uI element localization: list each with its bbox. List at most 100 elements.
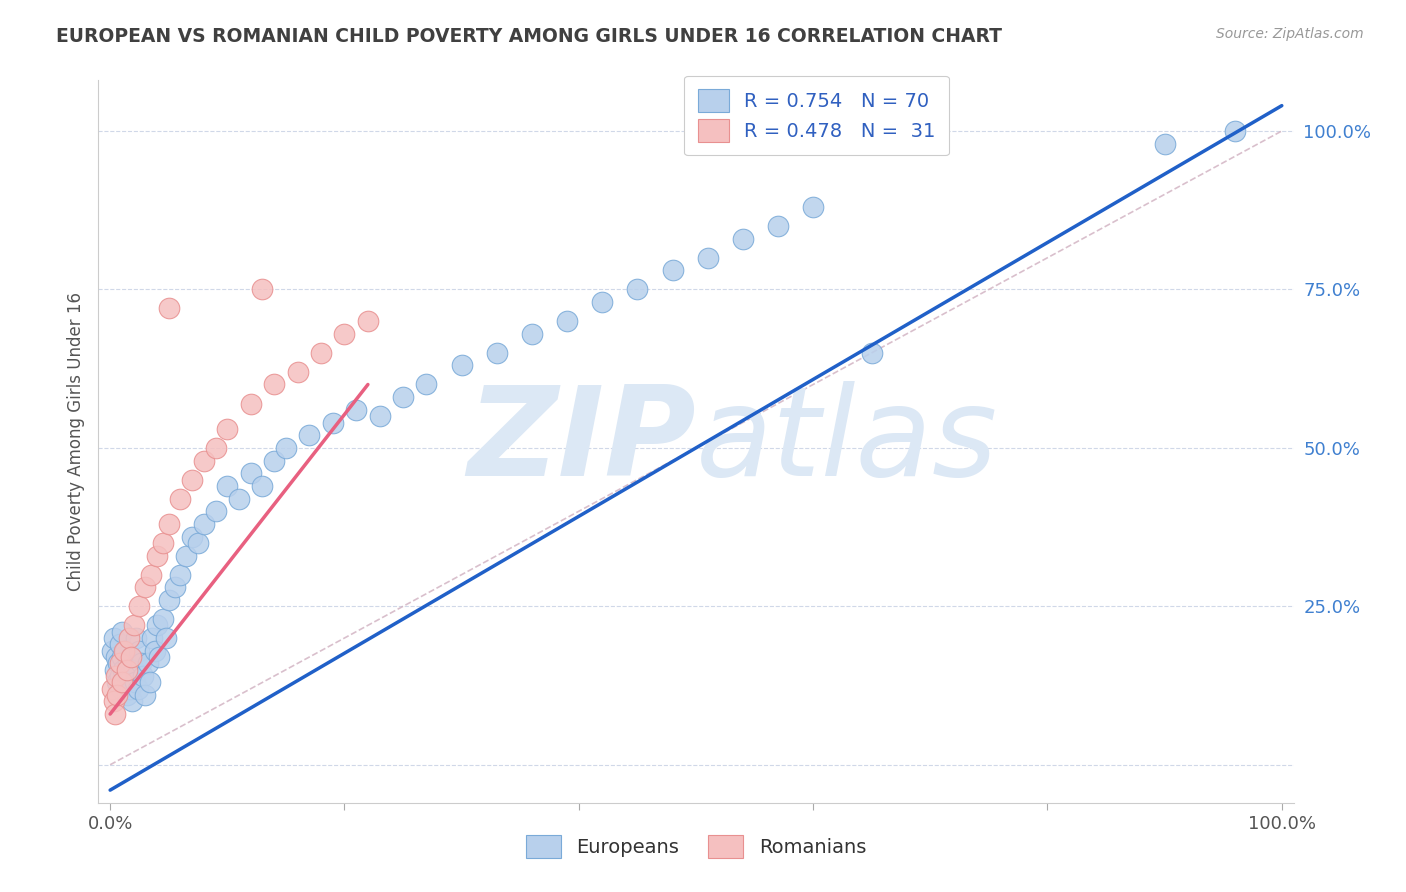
Point: [143, 643, 166, 657]
Point: [103, 631, 125, 645]
Point: [122, 663, 145, 677]
Point: [217, 479, 239, 493]
Point: [136, 657, 159, 671]
Point: [801, 200, 824, 214]
Point: [239, 396, 262, 410]
Point: [108, 669, 131, 683]
Point: [1223, 124, 1246, 138]
Point: [181, 473, 204, 487]
Point: [152, 536, 174, 550]
Point: [139, 675, 162, 690]
Point: [860, 346, 883, 360]
Point: [120, 650, 142, 665]
Point: [117, 657, 139, 671]
Point: [520, 326, 543, 341]
Point: [120, 681, 141, 696]
Point: [132, 669, 155, 683]
Point: [169, 491, 191, 506]
Point: [112, 663, 135, 677]
Point: [134, 580, 156, 594]
Point: [1153, 136, 1175, 151]
Point: [415, 377, 437, 392]
Point: [122, 618, 145, 632]
Text: atlas: atlas: [696, 381, 998, 502]
Point: [105, 675, 128, 690]
Point: [157, 301, 180, 316]
Point: [112, 675, 135, 690]
Point: [309, 346, 332, 360]
Point: [141, 631, 163, 645]
Point: [125, 631, 148, 645]
Point: [155, 631, 177, 645]
Point: [661, 263, 683, 277]
Point: [148, 650, 170, 665]
Point: [163, 580, 186, 594]
Point: [146, 618, 169, 632]
Point: [105, 688, 128, 702]
Text: Source: ZipAtlas.com: Source: ZipAtlas.com: [1216, 27, 1364, 41]
Point: [193, 453, 215, 467]
Point: [118, 631, 141, 645]
Point: [287, 365, 309, 379]
Point: [263, 453, 285, 467]
Point: [104, 663, 127, 677]
Text: ZIP: ZIP: [467, 381, 696, 502]
Point: [157, 593, 180, 607]
Point: [152, 612, 174, 626]
Point: [344, 402, 367, 417]
Point: [204, 441, 226, 455]
Point: [128, 599, 150, 614]
Text: EUROPEAN VS ROMANIAN CHILD POVERTY AMONG GIRLS UNDER 16 CORRELATION CHART: EUROPEAN VS ROMANIAN CHILD POVERTY AMONG…: [56, 27, 1002, 45]
Point: [322, 416, 344, 430]
Point: [626, 282, 648, 296]
Point: [591, 295, 613, 310]
Point: [169, 567, 191, 582]
Point: [392, 390, 415, 404]
Point: [110, 681, 132, 696]
Point: [252, 282, 274, 296]
Point: [104, 707, 127, 722]
Point: [252, 479, 274, 493]
Point: [127, 681, 149, 696]
Point: [368, 409, 391, 424]
Point: [274, 441, 297, 455]
Point: [124, 675, 146, 690]
Point: [239, 467, 262, 481]
Point: [128, 643, 150, 657]
Point: [115, 688, 138, 702]
Point: [187, 536, 209, 550]
Point: [766, 219, 789, 233]
Point: [555, 314, 578, 328]
Point: [298, 428, 321, 442]
Point: [101, 643, 124, 657]
Point: [111, 624, 134, 639]
Point: [112, 643, 135, 657]
Point: [217, 422, 239, 436]
Point: [107, 657, 129, 671]
Point: [103, 694, 125, 708]
Point: [105, 669, 128, 683]
Point: [146, 549, 169, 563]
Point: [357, 314, 380, 328]
Point: [333, 326, 356, 341]
Point: [204, 504, 226, 518]
Point: [228, 491, 250, 506]
Point: [108, 657, 131, 671]
Point: [141, 567, 163, 582]
Point: [731, 232, 754, 246]
Point: [105, 650, 128, 665]
Point: [696, 251, 718, 265]
Point: [174, 549, 197, 563]
Point: [193, 516, 215, 531]
Point: [118, 669, 141, 683]
Point: [181, 530, 204, 544]
Y-axis label: Child Poverty Among Girls Under 16: Child Poverty Among Girls Under 16: [66, 292, 84, 591]
Point: [115, 663, 138, 677]
Point: [108, 637, 131, 651]
Point: [111, 650, 134, 665]
Point: [450, 359, 472, 373]
Point: [121, 694, 143, 708]
Point: [134, 688, 156, 702]
Point: [120, 650, 142, 665]
Point: [263, 377, 285, 392]
